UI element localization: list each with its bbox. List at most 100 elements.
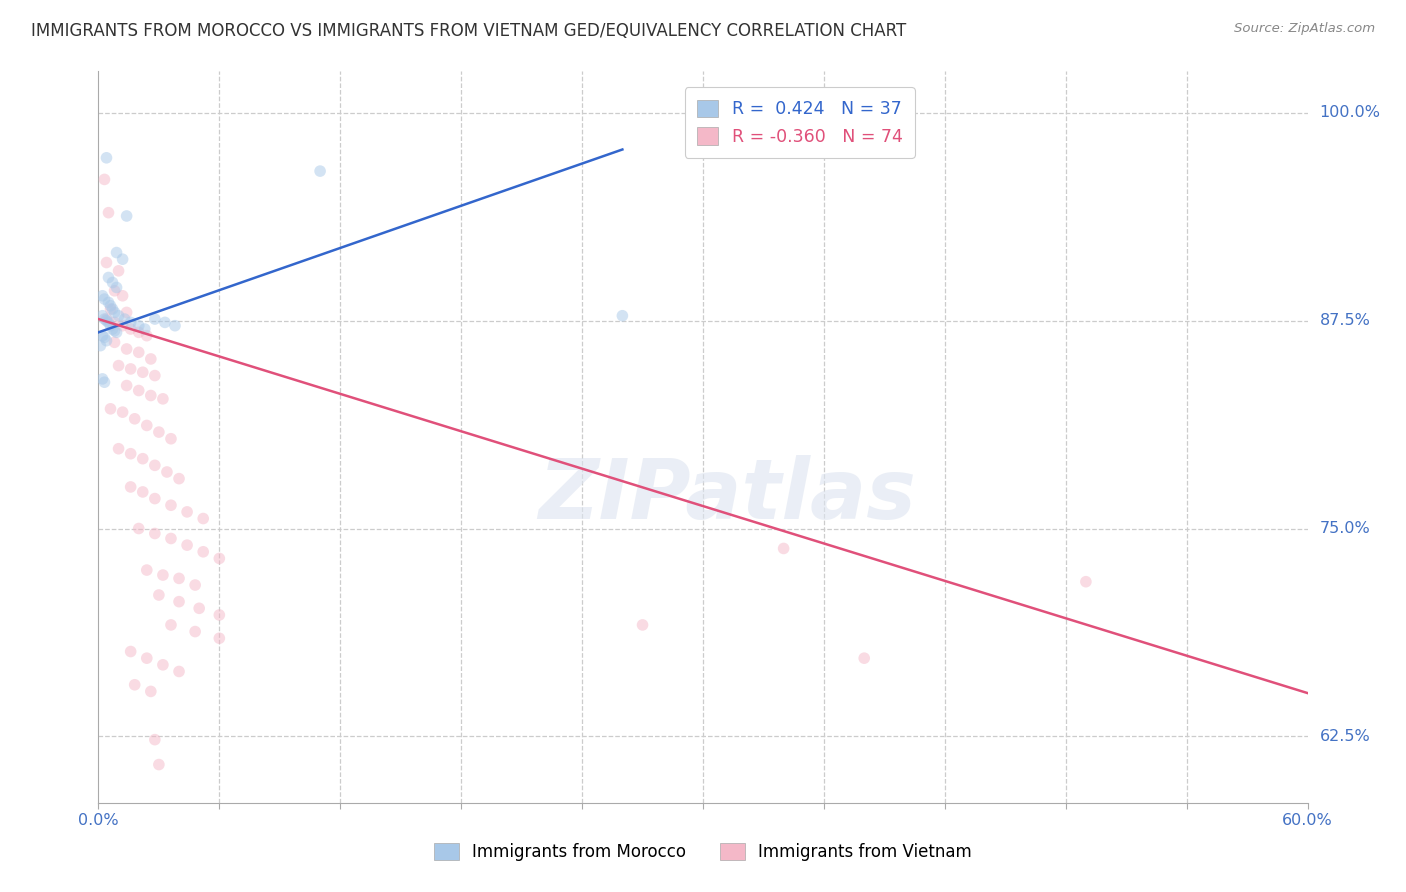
Point — [111, 252, 134, 267]
Point — [97, 270, 120, 285]
Point — [124, 678, 146, 692]
Point — [148, 588, 170, 602]
Point — [184, 624, 207, 639]
Point — [631, 618, 654, 632]
Point — [160, 532, 183, 546]
Point — [167, 472, 190, 486]
Point — [101, 276, 124, 290]
Point — [91, 328, 114, 343]
Point — [120, 480, 142, 494]
Point — [115, 378, 138, 392]
Point — [103, 284, 125, 298]
Point — [93, 330, 115, 344]
Point — [128, 521, 150, 535]
Point — [101, 322, 124, 336]
Point — [153, 315, 176, 329]
Point — [139, 351, 162, 366]
Point — [152, 657, 174, 672]
Point — [193, 545, 215, 559]
Point — [115, 305, 138, 319]
Point — [309, 164, 332, 178]
Point — [103, 324, 125, 338]
Point — [105, 326, 128, 340]
Point — [103, 315, 125, 329]
Legend: Immigrants from Morocco, Immigrants from Vietnam: Immigrants from Morocco, Immigrants from… — [420, 830, 986, 875]
Point — [120, 447, 142, 461]
Point — [93, 375, 115, 389]
Point — [143, 458, 166, 473]
Point — [612, 309, 634, 323]
Point — [176, 538, 198, 552]
Text: 62.5%: 62.5% — [1320, 729, 1371, 744]
Text: 75.0%: 75.0% — [1320, 521, 1371, 536]
Point — [152, 568, 174, 582]
Point — [143, 312, 166, 326]
Point — [105, 280, 128, 294]
Point — [163, 318, 186, 333]
Point — [132, 451, 155, 466]
Point — [100, 318, 122, 333]
Point — [148, 757, 170, 772]
Point — [120, 315, 142, 329]
Point — [135, 418, 157, 433]
Point — [143, 732, 166, 747]
Point — [152, 392, 174, 406]
Point — [103, 305, 125, 319]
Point — [93, 292, 115, 306]
Point — [101, 301, 124, 317]
Point — [143, 526, 166, 541]
Point — [96, 151, 118, 165]
Point — [167, 571, 190, 585]
Point — [91, 289, 114, 303]
Point — [89, 338, 111, 352]
Point — [208, 607, 231, 622]
Point — [143, 491, 166, 506]
Point — [188, 601, 211, 615]
Point — [96, 334, 118, 348]
Point — [100, 301, 122, 317]
Point — [120, 322, 142, 336]
Point — [193, 511, 215, 525]
Point — [135, 328, 157, 343]
Text: 100.0%: 100.0% — [1320, 105, 1381, 120]
Point — [124, 412, 146, 426]
Point — [128, 345, 150, 359]
Point — [139, 684, 162, 698]
Point — [167, 594, 190, 608]
Point — [97, 315, 120, 329]
Point — [115, 342, 138, 356]
Point — [100, 299, 122, 313]
Text: ZIPatlas: ZIPatlas — [538, 455, 917, 536]
Point — [156, 465, 179, 479]
Point — [184, 578, 207, 592]
Point — [1074, 574, 1097, 589]
Point — [97, 205, 120, 219]
Point — [132, 365, 155, 379]
Point — [107, 359, 129, 373]
Point — [103, 335, 125, 350]
Point — [135, 563, 157, 577]
Point — [96, 312, 118, 326]
Point — [772, 541, 794, 556]
Point — [107, 309, 129, 323]
Point — [160, 498, 183, 512]
Point — [115, 209, 138, 223]
Point — [111, 405, 134, 419]
Point — [143, 368, 166, 383]
Point — [91, 309, 114, 323]
Point — [93, 172, 115, 186]
Point — [167, 665, 190, 679]
Point — [120, 644, 142, 658]
Point — [134, 322, 156, 336]
Point — [97, 295, 120, 310]
Point — [128, 326, 150, 340]
Point — [114, 312, 136, 326]
Point — [111, 318, 134, 333]
Text: 87.5%: 87.5% — [1320, 313, 1371, 328]
Point — [148, 425, 170, 439]
Point — [120, 362, 142, 376]
Point — [107, 264, 129, 278]
Point — [91, 372, 114, 386]
Point — [139, 388, 162, 402]
Point — [208, 551, 231, 566]
